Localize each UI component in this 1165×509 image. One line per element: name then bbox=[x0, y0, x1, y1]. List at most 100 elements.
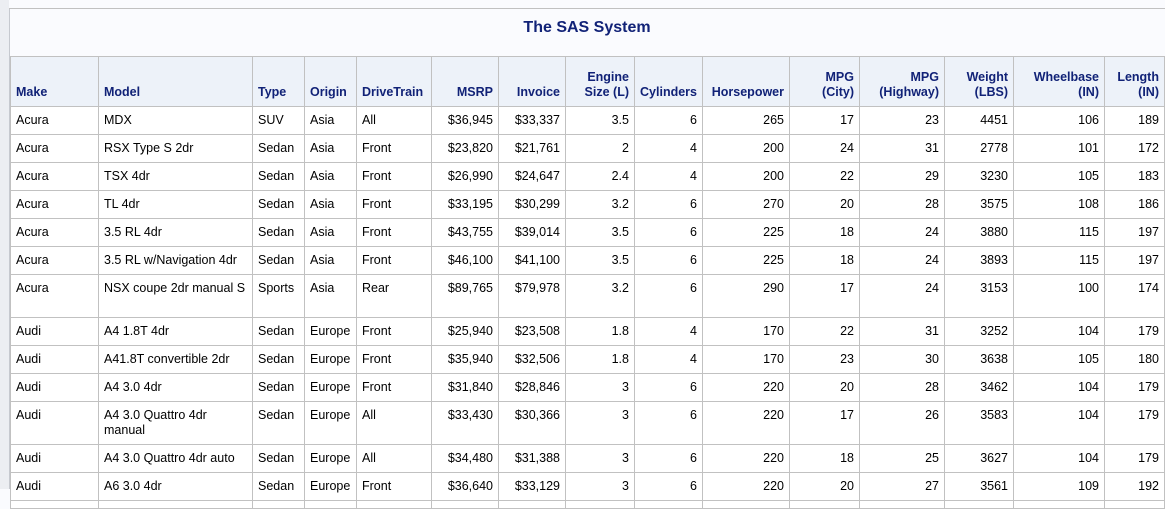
table-cell: 3153 bbox=[944, 274, 1014, 318]
table-cell: Asia bbox=[304, 246, 357, 275]
table-cell: 172 bbox=[1104, 134, 1165, 163]
table-cell: 23 bbox=[789, 345, 860, 374]
table-cell: 26 bbox=[859, 401, 945, 445]
column-header-label: Invoice bbox=[516, 85, 560, 99]
table-cell: 220 bbox=[702, 373, 790, 402]
table-cell: Sedan bbox=[252, 373, 305, 402]
table-cell: 220 bbox=[702, 401, 790, 445]
table-cell: 6 bbox=[634, 444, 703, 473]
table-cell: 4 bbox=[634, 345, 703, 374]
table-cell: $31,388 bbox=[498, 444, 566, 473]
table-cell: 197 bbox=[1104, 246, 1165, 275]
table-cell: $39,014 bbox=[498, 218, 566, 247]
table-cell: 192 bbox=[1104, 472, 1165, 501]
table-cell: 179 bbox=[1104, 401, 1165, 445]
table-cell: $28,846 bbox=[498, 373, 566, 402]
table-cell: 115 bbox=[1013, 218, 1105, 247]
table-cell: $24,647 bbox=[498, 162, 566, 191]
table-cell: Europe bbox=[304, 401, 357, 445]
table-cell: 31 bbox=[859, 317, 945, 346]
table-cell: 6 bbox=[634, 190, 703, 219]
table-cell: 27 bbox=[859, 472, 945, 501]
table-cell: $36,640 bbox=[431, 472, 499, 501]
table-cell: 179 bbox=[1104, 373, 1165, 402]
table-cell: 2.4 bbox=[565, 162, 635, 191]
column-header: MPG (City) bbox=[789, 56, 860, 107]
table-cell: 4 bbox=[634, 317, 703, 346]
table-cell: 3561 bbox=[944, 472, 1014, 501]
table-cell: Asia bbox=[304, 134, 357, 163]
table-cell: 180 bbox=[1104, 345, 1165, 374]
left-frame-border bbox=[0, 0, 10, 489]
table-cell: 174 bbox=[1104, 274, 1165, 318]
table-cell: $36,945 bbox=[431, 106, 499, 135]
table-cell: Sedan bbox=[252, 317, 305, 346]
table-cell: 200 bbox=[702, 162, 790, 191]
column-header-label: (IN) bbox=[1138, 85, 1159, 99]
table-cell: 28 bbox=[859, 373, 945, 402]
table-cell: 3 bbox=[565, 444, 635, 473]
table-cell: Audi bbox=[10, 345, 99, 374]
table-cell: 265 bbox=[702, 106, 790, 135]
table-cell: 25 bbox=[859, 444, 945, 473]
column-header-label: DriveTrain bbox=[362, 85, 424, 99]
column-header-label: (LBS) bbox=[974, 85, 1008, 99]
table-cell: 6 bbox=[634, 274, 703, 318]
table-cell: 18 bbox=[789, 444, 860, 473]
table-cell: 3.5 bbox=[565, 106, 635, 135]
table-cell: 3575 bbox=[944, 190, 1014, 219]
table-cell: Europe bbox=[304, 444, 357, 473]
table-cell: Sedan bbox=[252, 345, 305, 374]
table-cell: 225 bbox=[702, 218, 790, 247]
top-frame-border bbox=[9, 0, 1165, 9]
table-cell: 22 bbox=[789, 162, 860, 191]
column-header: MSRP bbox=[431, 56, 499, 107]
table-cell: Acura bbox=[10, 218, 99, 247]
report-title: The SAS System bbox=[523, 19, 651, 36]
table-cell: $34,480 bbox=[431, 444, 499, 473]
table-cell: Audi bbox=[10, 401, 99, 445]
table-cell: Audi bbox=[10, 317, 99, 346]
table-row: Audi A4 3.0 4dr Sedan Europe Front $31,840 $28… bbox=[10, 373, 1165, 402]
table-cell: 179 bbox=[1104, 444, 1165, 473]
table-cell: 18 bbox=[789, 218, 860, 247]
column-header-label: Make bbox=[16, 85, 48, 99]
table-cell: 104 bbox=[1013, 317, 1105, 346]
table-cell: 170 bbox=[702, 345, 790, 374]
table-cell: Acura bbox=[10, 134, 99, 163]
table-cell: TL 4dr bbox=[98, 190, 253, 219]
table-cell: 17 bbox=[789, 106, 860, 135]
table-row bbox=[10, 500, 1165, 509]
table-cell: 105 bbox=[1013, 162, 1105, 191]
table-cell: Acura bbox=[10, 190, 99, 219]
table-cell: 3 bbox=[565, 373, 635, 402]
table-cell: Front bbox=[356, 218, 432, 247]
table-cell: 20 bbox=[789, 373, 860, 402]
column-header: Length (IN) bbox=[1104, 56, 1165, 107]
table-cell: Europe bbox=[304, 317, 357, 346]
table-cell: 23 bbox=[859, 106, 945, 135]
table-cell: 20 bbox=[789, 472, 860, 501]
table-cell: 22 bbox=[789, 317, 860, 346]
table-cell: Audi bbox=[10, 373, 99, 402]
table-cell: $33,129 bbox=[498, 472, 566, 501]
table-cell: Audi bbox=[10, 444, 99, 473]
table-cell: $32,506 bbox=[498, 345, 566, 374]
column-header: Wheelbase (IN) bbox=[1013, 56, 1105, 107]
table-cell: A4 1.8T 4dr bbox=[98, 317, 253, 346]
table-cell: Europe bbox=[304, 472, 357, 501]
table-cell: 6 bbox=[634, 472, 703, 501]
table-cell: 6 bbox=[634, 218, 703, 247]
table-cell: 186 bbox=[1104, 190, 1165, 219]
column-header: Origin bbox=[304, 56, 357, 107]
column-header: MPG (Highway) bbox=[859, 56, 945, 107]
table-cell: 20 bbox=[789, 190, 860, 219]
column-header-label: Length bbox=[1117, 70, 1159, 84]
table-cell: 3893 bbox=[944, 246, 1014, 275]
table-cell: 6 bbox=[634, 106, 703, 135]
column-header: Model bbox=[98, 56, 253, 107]
table-cell: Asia bbox=[304, 274, 357, 318]
table-cell: SUV bbox=[252, 106, 305, 135]
table-cell: Acura bbox=[10, 246, 99, 275]
column-header-label: Size (L) bbox=[584, 85, 629, 99]
